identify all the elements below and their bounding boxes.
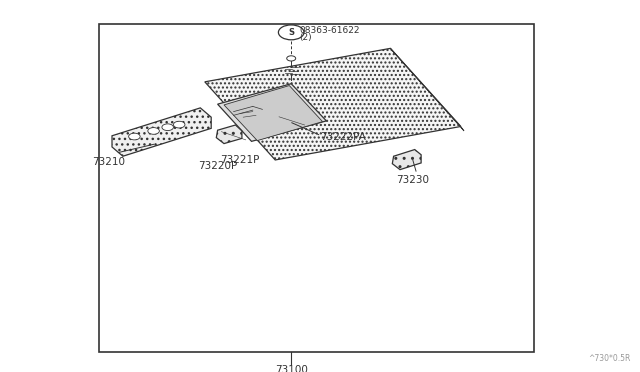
Text: (2): (2): [300, 33, 312, 42]
Circle shape: [278, 25, 304, 40]
Polygon shape: [218, 84, 326, 141]
Polygon shape: [216, 125, 242, 144]
Circle shape: [287, 56, 296, 61]
Text: ^730*0.5R: ^730*0.5R: [588, 354, 630, 363]
Polygon shape: [274, 109, 301, 129]
Polygon shape: [224, 86, 323, 141]
Text: 08363-61622: 08363-61622: [300, 26, 360, 35]
Text: 73222PA: 73222PA: [320, 132, 366, 141]
Text: 73230: 73230: [396, 175, 429, 185]
Circle shape: [162, 124, 173, 131]
Bar: [99, 24, 534, 352]
Circle shape: [173, 121, 185, 128]
Text: 73210: 73210: [92, 157, 125, 167]
Text: S: S: [288, 28, 294, 37]
Circle shape: [148, 128, 159, 134]
Polygon shape: [392, 150, 421, 170]
Polygon shape: [205, 48, 461, 160]
Text: 73221P: 73221P: [220, 155, 260, 165]
Polygon shape: [112, 108, 211, 156]
Circle shape: [129, 133, 140, 140]
Polygon shape: [390, 48, 464, 131]
Text: 73100: 73100: [275, 365, 308, 372]
Text: 73220P: 73220P: [198, 161, 237, 171]
